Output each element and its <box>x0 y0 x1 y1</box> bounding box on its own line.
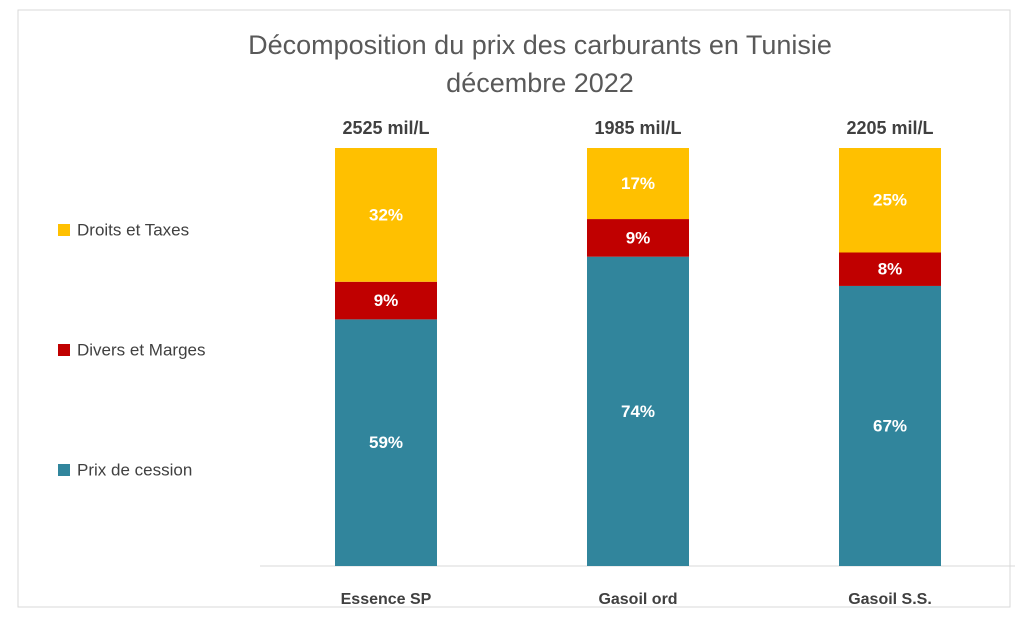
value-label: 59% <box>369 433 403 452</box>
x-tick-label: Essence SP <box>341 591 432 608</box>
bar-segment <box>335 148 437 282</box>
legend-swatch <box>58 464 70 476</box>
value-label: 74% <box>621 402 655 421</box>
value-label: 9% <box>374 291 399 310</box>
legend-swatch <box>58 344 70 356</box>
value-label: 17% <box>621 174 655 193</box>
value-label: 8% <box>878 260 903 279</box>
chart-title: Décomposition du prix des carburants en … <box>248 30 832 60</box>
bar-segment <box>335 319 437 566</box>
legend-label: Prix de cession <box>77 460 192 479</box>
x-tick-label: Gasoil ord <box>598 591 677 608</box>
legend-label: Divers et Marges <box>77 340 205 359</box>
value-label: 67% <box>873 416 907 435</box>
bar-segment <box>587 256 689 566</box>
bar-segment <box>839 285 941 566</box>
bar-segment <box>839 148 941 253</box>
x-tick-label: Gasoil S.S. <box>848 591 932 608</box>
total-label: 1985 mil/L <box>594 118 681 138</box>
value-label: 25% <box>873 191 907 210</box>
total-label: 2205 mil/L <box>846 118 933 138</box>
legend-label: Droits et Taxes <box>77 220 189 239</box>
value-label: 9% <box>626 228 651 247</box>
bar-segment <box>587 148 689 220</box>
chart-subtitle: décembre 2022 <box>446 68 634 98</box>
bar-segment <box>839 252 941 286</box>
total-label: 2525 mil/L <box>342 118 429 138</box>
legend-swatch <box>58 224 70 236</box>
bar-segment <box>335 281 437 320</box>
bar-segment <box>587 219 689 257</box>
value-label: 32% <box>369 205 403 224</box>
